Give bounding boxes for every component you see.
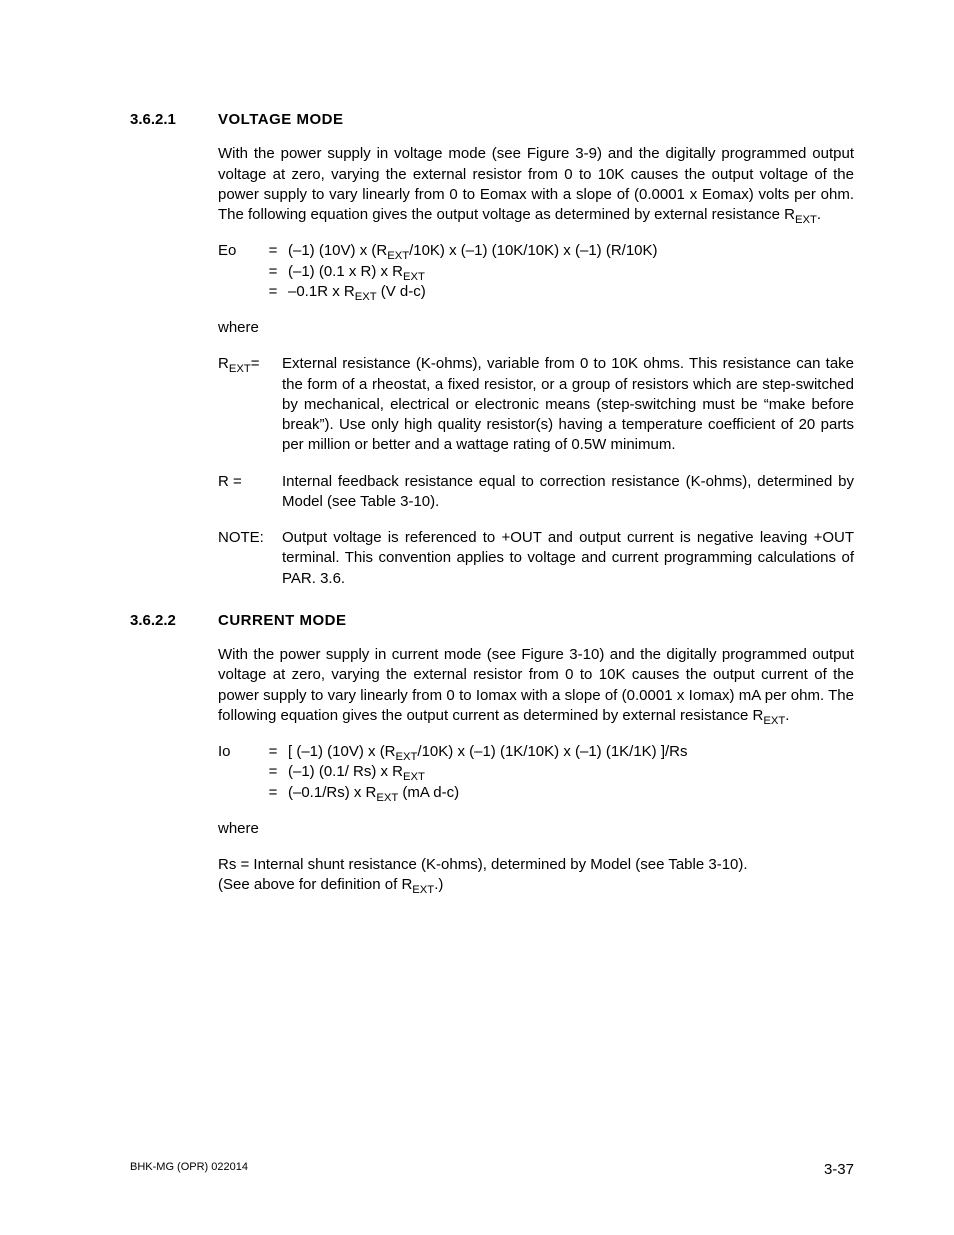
- eq-equals: =: [264, 262, 288, 282]
- section-title: CURRENT MODE: [218, 611, 347, 631]
- definition-line: Rs = Internal shunt resistance (K-ohms),…: [218, 855, 854, 875]
- eq-equals: =: [264, 762, 288, 782]
- intro-tail: .: [817, 206, 821, 223]
- note-row: NOTE: Output voltage is referenced to +O…: [218, 528, 854, 589]
- definition-label: REXT=: [218, 354, 282, 455]
- equation-block: Io = [ (–1) (10V) x (REXT/10K) x (–1) (1…: [218, 742, 694, 803]
- eq-equals: =: [264, 742, 288, 762]
- eq-line: (–1) (0.1 x R) x REXT: [288, 262, 664, 282]
- intro-paragraph: With the power supply in voltage mode (s…: [218, 144, 854, 225]
- eq-variable: Eo: [218, 241, 264, 261]
- eq-line: (–1) (10V) x (REXT/10K) x (–1) (10K/10K)…: [288, 241, 664, 261]
- page: 3.6.2.1 VOLTAGE MODE With the power supp…: [0, 0, 954, 1235]
- definition-text: Internal feedback resistance equal to co…: [282, 472, 854, 513]
- page-footer: BHK-MG (OPR) 022014 3-37: [130, 1160, 854, 1180]
- eq-variable: Io: [218, 742, 264, 762]
- note-text: Output voltage is referenced to +OUT and…: [282, 528, 854, 589]
- definition-text: External resistance (K-ohms), variable f…: [282, 354, 854, 455]
- intro-sub: EXT: [795, 214, 817, 226]
- section-current-mode: 3.6.2.2 CURRENT MODE With the power supp…: [130, 611, 854, 896]
- footer-page-number: 3-37: [824, 1160, 854, 1180]
- section-title: VOLTAGE MODE: [218, 110, 343, 130]
- eq-equals: =: [264, 282, 288, 302]
- eq-equals: =: [264, 783, 288, 803]
- intro-text: With the power supply in voltage mode (s…: [218, 145, 854, 223]
- definition-row: REXT= External resistance (K-ohms), vari…: [218, 354, 854, 455]
- footer-left: BHK-MG (OPR) 022014: [130, 1160, 248, 1180]
- equation-block: Eo = (–1) (10V) x (REXT/10K) x (–1) (10K…: [218, 241, 664, 302]
- eq-line: [ (–1) (10V) x (REXT/10K) x (–1) (1K/10K…: [288, 742, 694, 762]
- eq-line: (–0.1/Rs) x REXT (mA d-c): [288, 783, 694, 803]
- eq-equals: =: [264, 241, 288, 261]
- intro-tail: .: [785, 707, 789, 724]
- definition-simple: Rs = Internal shunt resistance (K-ohms),…: [218, 855, 854, 896]
- intro-paragraph: With the power supply in current mode (s…: [218, 645, 854, 726]
- section-number: 3.6.2.1: [130, 110, 218, 130]
- intro-sub: EXT: [763, 715, 785, 727]
- section-number: 3.6.2.2: [130, 611, 218, 631]
- section-heading: 3.6.2.2 CURRENT MODE: [130, 611, 854, 631]
- where-label: where: [218, 318, 854, 338]
- eq-line: –0.1R x REXT (V d-c): [288, 282, 664, 302]
- section-heading: 3.6.2.1 VOLTAGE MODE: [130, 110, 854, 130]
- definition-row: R = Internal feedback resistance equal t…: [218, 472, 854, 513]
- eq-line: (–1) (0.1/ Rs) x REXT: [288, 762, 694, 782]
- where-label: where: [218, 819, 854, 839]
- definition-label: R =: [218, 472, 282, 513]
- section-voltage-mode: 3.6.2.1 VOLTAGE MODE With the power supp…: [130, 110, 854, 589]
- intro-text: With the power supply in current mode (s…: [218, 646, 854, 724]
- note-label: NOTE:: [218, 528, 282, 589]
- definition-line: (See above for definition of REXT.): [218, 875, 854, 895]
